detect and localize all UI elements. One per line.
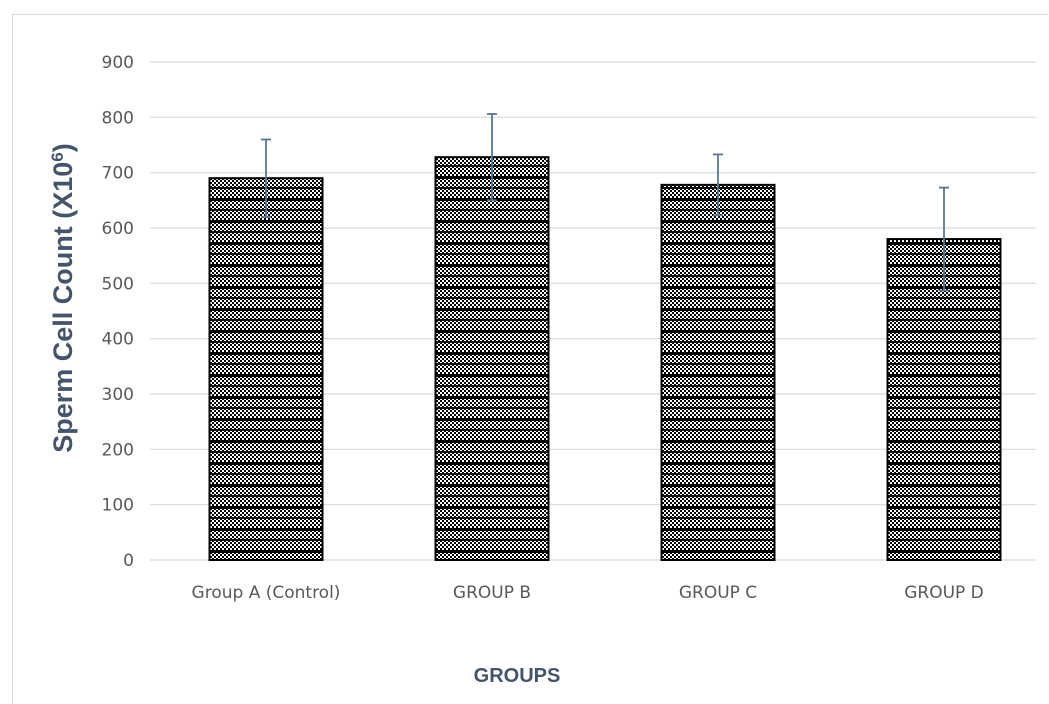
bar-0 — [208, 177, 324, 561]
x-tick-label: GROUP B — [453, 583, 531, 603]
bar-1 — [434, 156, 550, 561]
y-tick-label: 200 — [102, 440, 134, 460]
y-tick-label: 100 — [102, 496, 134, 516]
y-tick-label: 800 — [102, 108, 134, 128]
x-tick-label: GROUP D — [904, 583, 984, 603]
x-axis-title: GROUPS — [474, 665, 561, 687]
y-axis-title: Sperm Cell Count (X106) — [48, 143, 79, 453]
y-tick-label: 500 — [102, 274, 134, 294]
chart-frame — [12, 14, 1048, 704]
bars — [208, 156, 1002, 561]
x-tick-labels: Group A (Control) GROUP B GROUP C GROUP D — [192, 583, 984, 603]
y-tick-label: 600 — [102, 219, 134, 239]
y-tick-label: 300 — [102, 385, 134, 405]
x-tick-label: Group A (Control) — [192, 583, 341, 603]
bar-2 — [660, 183, 776, 561]
error-bars — [261, 113, 949, 292]
x-tick-label: GROUP C — [679, 583, 757, 603]
y-tick-label: 900 — [102, 53, 134, 73]
y-tick-label: 0 — [123, 551, 134, 571]
y-tick-labels: 0 100 200 300 400 500 600 700 800 900 — [102, 53, 134, 571]
bar-3 — [886, 238, 1002, 561]
y-tick-label: 700 — [102, 164, 134, 184]
y-tick-label: 400 — [102, 330, 134, 350]
